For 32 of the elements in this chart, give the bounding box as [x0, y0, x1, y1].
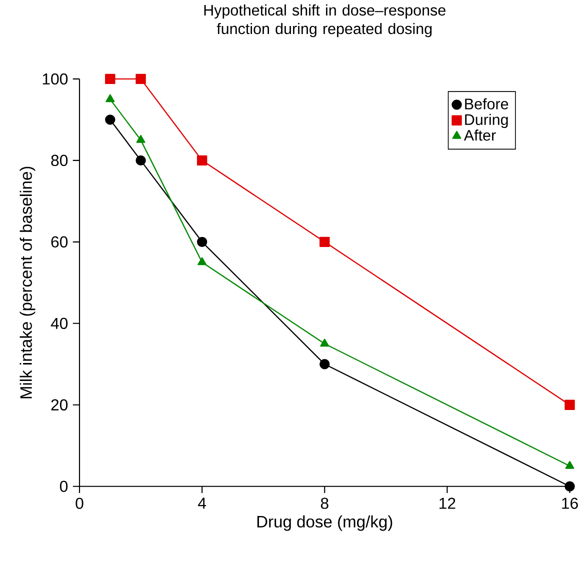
legend-label: After [464, 130, 496, 141]
x-axis-title: Drug dose (mg/kg) [257, 515, 392, 531]
x-tick-label: 4 [198, 498, 206, 509]
x-tick-label: 0 [76, 498, 84, 510]
point [136, 74, 146, 84]
point [196, 236, 208, 248]
y-tick-label: 0 [60, 480, 68, 492]
chart-title: Hypothetical shift in dose–response function during repeated dosing [204, 4, 446, 38]
y-tick-label: 60 [51, 236, 68, 248]
point [106, 94, 115, 102]
point [198, 257, 207, 266]
point [105, 74, 116, 84]
y-tick-label: 100 [42, 73, 68, 85]
y-tick-label: 40 [50, 318, 68, 330]
point [105, 114, 116, 125]
point [136, 135, 146, 143]
point [136, 155, 146, 166]
x-tick-label: 8 [320, 498, 328, 510]
y-tick-label: 20 [51, 399, 68, 411]
point [564, 481, 575, 492]
x-tick-label: 12 [440, 498, 456, 509]
point [564, 400, 575, 410]
point [196, 155, 208, 166]
legend-label: During [465, 114, 508, 128]
point [320, 338, 330, 347]
y-axis-title: Milk intake (percent of baseline) [20, 166, 36, 398]
point [565, 461, 574, 469]
x-tick-label: 16 [562, 498, 578, 510]
point [320, 359, 330, 370]
point [320, 236, 330, 248]
legend-label: Before [465, 98, 508, 110]
y-tick-label: 80 [51, 154, 68, 166]
